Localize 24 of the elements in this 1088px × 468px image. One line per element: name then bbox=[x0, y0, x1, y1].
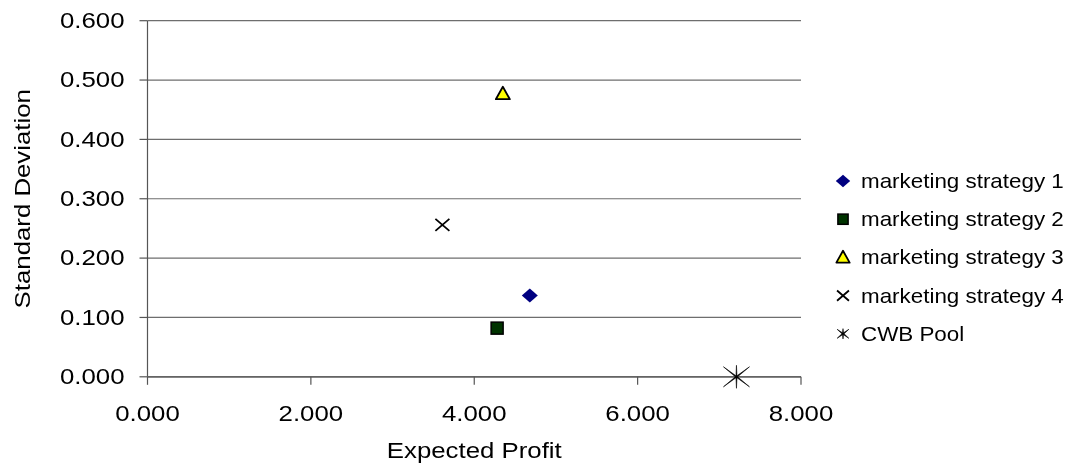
x-axis-title: Expected Profit bbox=[386, 438, 563, 463]
y-tick-label: 0.500 bbox=[59, 68, 125, 92]
point bbox=[434, 217, 451, 232]
y-tick-label: 0.300 bbox=[59, 186, 125, 211]
legend-label: marketing strategy 1 bbox=[861, 170, 1064, 193]
x-tick-label: 6.000 bbox=[605, 401, 670, 426]
point bbox=[723, 365, 750, 389]
y-tick-label: 0.100 bbox=[59, 305, 125, 330]
x-tick-label: 8.000 bbox=[768, 401, 834, 426]
legend-label: CWB Pool bbox=[861, 322, 965, 345]
x-tick-label: 0.000 bbox=[115, 401, 180, 426]
point bbox=[521, 288, 538, 303]
legend-label: marketing strategy 2 bbox=[861, 208, 1064, 231]
y-tick-label: 0.600 bbox=[59, 8, 125, 33]
point bbox=[494, 85, 511, 101]
y-tick-label: 0.000 bbox=[59, 365, 125, 389]
legend-label: marketing strategy 3 bbox=[861, 246, 1064, 270]
y-axis-title: Standard Deviation bbox=[10, 89, 35, 309]
y-tick-label: 0.400 bbox=[59, 127, 125, 152]
x-tick-label: 2.000 bbox=[278, 401, 344, 426]
x-tick-label: 4.000 bbox=[441, 401, 507, 426]
point bbox=[490, 321, 504, 335]
y-tick-label: 0.200 bbox=[59, 246, 125, 270]
legend-label: marketing strategy 4 bbox=[861, 284, 1064, 308]
